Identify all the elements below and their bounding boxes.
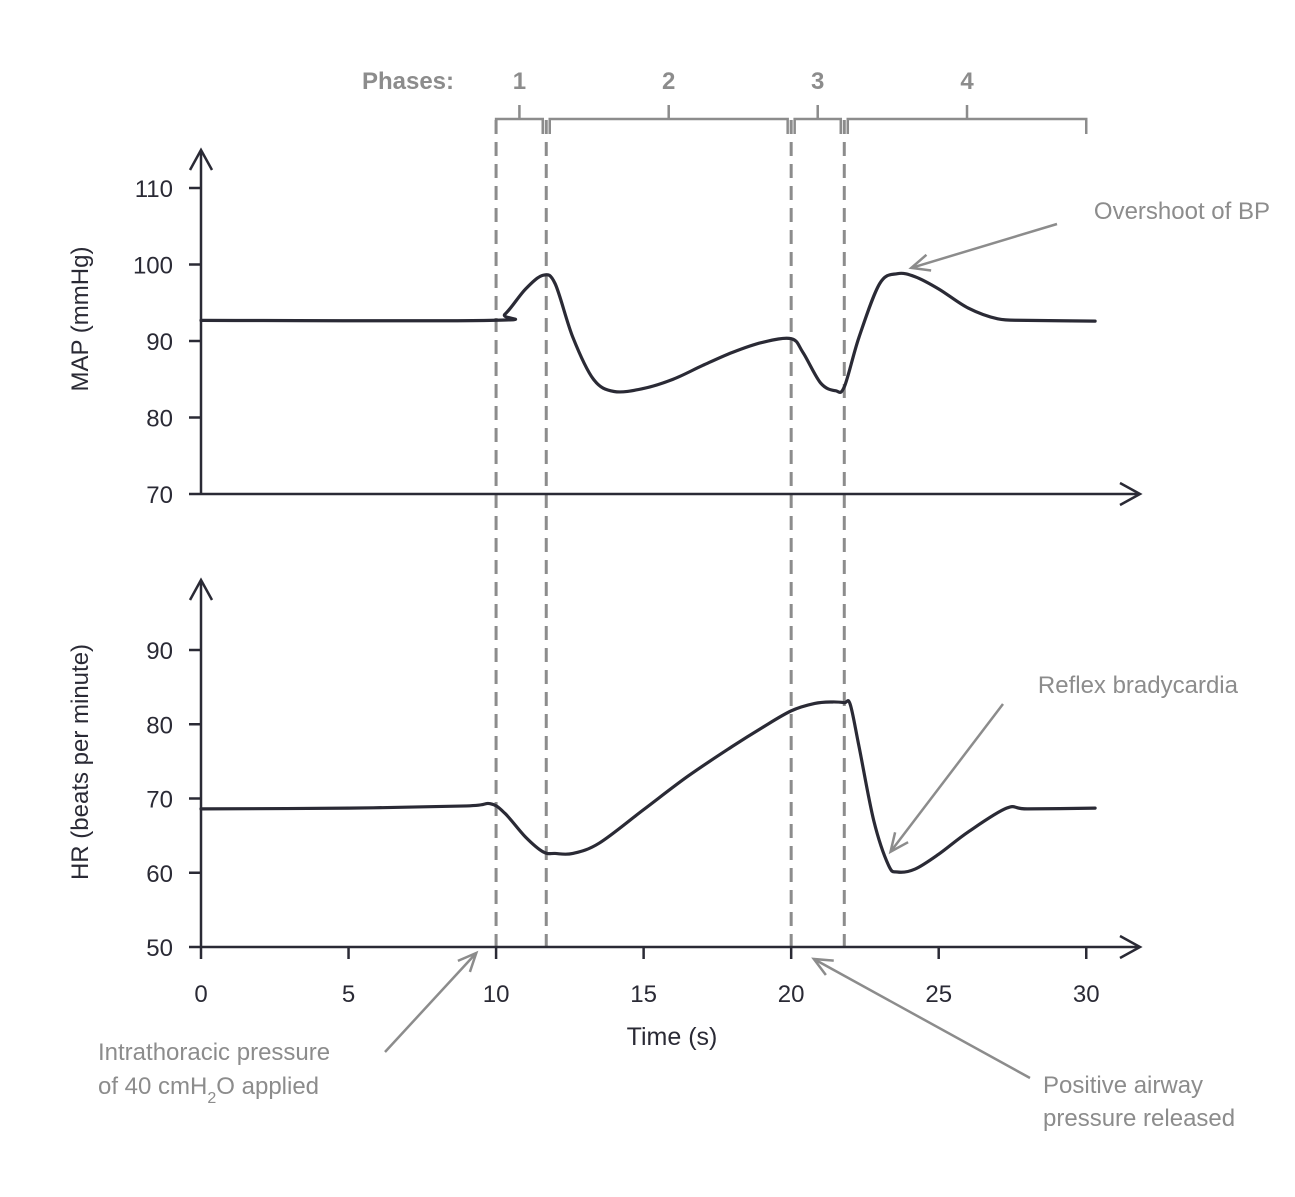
x-tick-label: 0	[194, 981, 207, 1008]
phase-2-label: 2	[662, 68, 675, 95]
x-axis-label: Time (s)	[627, 1023, 718, 1051]
map-y-tick-label: 110	[135, 176, 173, 203]
phase-4-label: 4	[960, 68, 974, 95]
map-y-tick-label: 90	[146, 329, 173, 356]
phase-1-label: 1	[513, 68, 526, 95]
map-series-line	[199, 271, 1097, 394]
hr-y-tick-label: 80	[146, 712, 173, 739]
hr-y-tick-label: 70	[146, 787, 173, 814]
phase-4-bracket	[846, 105, 1088, 134]
map-y-tick-label: 100	[133, 253, 173, 280]
axes: 70 80 90 100 110 50 60 70 80 90 0 5 10 15 20 25 30	[133, 147, 1143, 1008]
bradycardia-annotation-text: Reflex bradycardia	[1038, 672, 1239, 699]
applied-line2-post: O applied	[216, 1073, 319, 1100]
bradycardia-arrow	[889, 703, 1004, 853]
curves	[199, 271, 1097, 874]
phases-label: Phases:	[362, 68, 454, 95]
applied-line2-pre: of 40 cmH	[98, 1073, 207, 1100]
applied-arrow	[384, 952, 478, 1053]
x-tick-label: 10	[483, 981, 510, 1008]
applied-arrow-head	[457, 950, 479, 973]
applied-annotation-line2: of 40 cmH2O applied	[98, 1073, 319, 1107]
released-annotation-line2: pressure released	[1043, 1105, 1235, 1132]
released-arrow	[813, 957, 1031, 1080]
map-x-axis-arrow	[1119, 481, 1143, 507]
bradycardia-arrow-head	[888, 832, 909, 855]
hr-y-axis-label: HR (beats per minute)	[67, 644, 94, 880]
applied-line2-sub: 2	[207, 1090, 216, 1107]
map-y-axis-arrow	[188, 147, 214, 171]
x-tick-label: 15	[630, 981, 657, 1008]
x-tick-label: 30	[1073, 981, 1100, 1008]
overshoot-arrow	[910, 222, 1058, 270]
annotations	[384, 222, 1058, 1080]
phase-1-bracket	[494, 105, 544, 134]
x-tick-label: 20	[778, 981, 805, 1008]
x-tick-label: 5	[342, 981, 355, 1008]
phase-boundary-lines	[494, 120, 846, 947]
overshoot-arrow-head	[908, 253, 932, 272]
map-y-tick-label: 70	[146, 482, 173, 509]
map-y-tick-label: 80	[146, 406, 173, 433]
hr-y-tick-label: 60	[146, 861, 173, 888]
hr-y-tick-label: 90	[146, 638, 173, 665]
hr-x-axis-arrow	[1119, 934, 1143, 960]
map-y-axis-label: MAP (mmHg)	[67, 247, 94, 392]
hr-series-line	[199, 699, 1097, 874]
x-tick-label: 25	[925, 981, 952, 1008]
hr-y-tick-label: 50	[146, 935, 173, 962]
phase-3-label: 3	[811, 68, 824, 95]
hr-y-axis-arrow	[188, 577, 214, 601]
released-arrow-head	[811, 957, 834, 976]
phase-brackets: 1 2 3 4	[494, 68, 1088, 134]
overshoot-annotation-text: Overshoot of BP	[1094, 198, 1270, 225]
phase-3-bracket	[793, 105, 843, 134]
released-annotation-line1: Positive airway	[1043, 1072, 1203, 1099]
phase-2-bracket	[548, 105, 789, 134]
applied-annotation-line1: Intrathoracic pressure	[98, 1039, 330, 1066]
